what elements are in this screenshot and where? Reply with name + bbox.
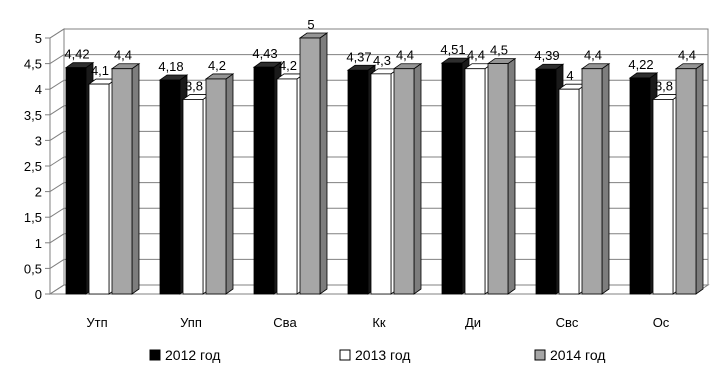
data-label: 4,4 bbox=[584, 48, 602, 63]
x-tick-label: Свс bbox=[556, 315, 579, 330]
bar-front bbox=[535, 68, 557, 295]
data-label: 4,37 bbox=[346, 49, 371, 64]
bar-side bbox=[413, 62, 422, 295]
bar-side bbox=[319, 32, 328, 295]
data-label: 4,4 bbox=[396, 48, 414, 63]
data-label: 4,3 bbox=[373, 53, 391, 68]
gridline bbox=[49, 54, 708, 65]
bar-front bbox=[111, 68, 133, 295]
data-label: 4,18 bbox=[158, 59, 183, 74]
bar-side bbox=[695, 62, 704, 295]
bar-front bbox=[299, 37, 321, 295]
y-tick-label: 2,5 bbox=[24, 159, 42, 174]
bar-2014-год-Утп bbox=[110, 62, 141, 295]
bar-front bbox=[441, 62, 463, 295]
bar-side bbox=[131, 62, 140, 295]
x-tick-label: Кк bbox=[372, 315, 386, 330]
x-tick-label: Сва bbox=[273, 315, 297, 330]
data-label: 3,8 bbox=[655, 78, 673, 93]
bar-2014-год-Ди bbox=[486, 57, 517, 295]
data-label: 4,2 bbox=[279, 58, 297, 73]
data-label: 4,2 bbox=[208, 58, 226, 73]
data-label: 4 bbox=[566, 68, 573, 83]
data-label: 4,5 bbox=[490, 43, 508, 58]
data-label: 4,42 bbox=[64, 47, 89, 62]
bar-front bbox=[558, 88, 580, 295]
legend-swatch bbox=[534, 349, 546, 361]
x-tick-label: Ос bbox=[653, 315, 670, 330]
bar-front bbox=[370, 73, 392, 295]
bar-front bbox=[65, 67, 87, 295]
y-tick-label: 0,5 bbox=[24, 261, 42, 276]
data-label: 4,4 bbox=[678, 48, 696, 63]
x-tick-label: Ди bbox=[465, 315, 481, 330]
y-tick-label: 1 bbox=[35, 236, 42, 251]
bar-front bbox=[393, 68, 415, 295]
bar-side bbox=[601, 62, 610, 295]
y-tick-label: 0 bbox=[35, 287, 42, 302]
bar-2014-год-Сва bbox=[298, 32, 329, 295]
data-label: 4,4 bbox=[467, 48, 485, 63]
y-tick-label: 3,5 bbox=[24, 108, 42, 123]
data-label: 4,39 bbox=[534, 48, 559, 63]
bar-front bbox=[88, 83, 110, 295]
bar-front bbox=[182, 99, 204, 295]
gridline bbox=[49, 28, 708, 39]
bar-2014-год-Кк bbox=[392, 62, 423, 295]
bar-2014-год-Свс bbox=[580, 62, 611, 295]
y-tick-label: 3 bbox=[35, 133, 42, 148]
legend-label: 2013 год bbox=[355, 347, 410, 363]
bar-front bbox=[487, 63, 509, 295]
data-label: 4,43 bbox=[252, 46, 277, 61]
y-tick-label: 1,5 bbox=[24, 210, 42, 225]
y-tick-label: 4,5 bbox=[24, 57, 42, 72]
data-label: 5 bbox=[307, 17, 314, 32]
legend-label: 2012 год bbox=[165, 347, 220, 363]
y-tick-label: 2 bbox=[35, 185, 42, 200]
data-label: 4,51 bbox=[440, 42, 465, 57]
data-label: 3,8 bbox=[185, 78, 203, 93]
x-tick-label: Упп bbox=[180, 315, 202, 330]
bar-front bbox=[276, 78, 298, 295]
bar-front bbox=[159, 79, 181, 295]
bar-front bbox=[464, 68, 486, 295]
bar-front bbox=[205, 78, 227, 295]
data-label: 4,4 bbox=[114, 48, 132, 63]
data-label: 4,22 bbox=[628, 57, 653, 72]
y-tick-label: 4 bbox=[35, 82, 42, 97]
bar-front bbox=[253, 66, 275, 295]
bar-2014-год-Упп bbox=[204, 73, 235, 295]
data-label: 4,1 bbox=[91, 63, 109, 78]
x-tick-label: Утп bbox=[86, 315, 107, 330]
bar-front bbox=[629, 77, 651, 295]
bar-front bbox=[581, 68, 603, 295]
bar-side bbox=[225, 73, 234, 295]
legend-label: 2014 год bbox=[550, 347, 605, 363]
bar-2014-год-Ос bbox=[674, 62, 705, 295]
y-tick-label: 5 bbox=[35, 31, 42, 46]
legend-swatch bbox=[339, 349, 351, 361]
bar-front bbox=[347, 69, 369, 295]
bar-front bbox=[652, 99, 674, 295]
bar-side bbox=[507, 57, 516, 295]
bar-front bbox=[675, 68, 697, 295]
legend-swatch bbox=[149, 349, 161, 361]
